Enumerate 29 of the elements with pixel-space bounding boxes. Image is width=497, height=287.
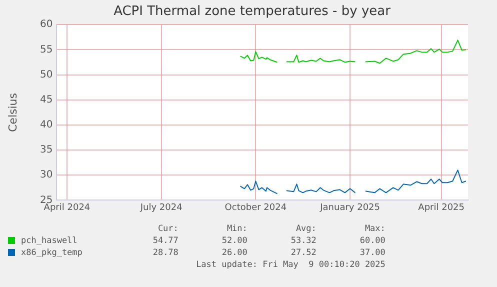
text: 52.00: [220, 235, 248, 247]
text: 54.77: [152, 235, 178, 247]
text: Min:: [226, 223, 248, 235]
y-tick-label: 60: [40, 19, 53, 30]
y-tick-label: 40: [40, 120, 53, 131]
text: Cur:: [156, 223, 178, 235]
y-tick-label: 35: [40, 144, 53, 156]
text: Max:: [364, 223, 386, 235]
text: 27.52: [290, 247, 316, 259]
x-tick-label: April 2025: [418, 202, 465, 213]
legend-label: x86_pkg_temp: [20, 248, 82, 258]
text: 60.00: [358, 235, 386, 247]
y-axis-title: Celsius: [6, 92, 20, 134]
text: Last update: Fri May 9 00:10:20 2025: [195, 259, 386, 271]
chart-title: ACPI Thermal zone temperatures - by year: [114, 4, 392, 20]
text: 28.78: [152, 247, 178, 259]
text: 37.00: [358, 247, 386, 259]
legend-label: pch_haswell: [20, 236, 78, 246]
text: 26.00: [220, 247, 248, 259]
y-tick-label: 55: [40, 44, 53, 56]
text: Avg:: [294, 223, 316, 235]
y-tick-label: 45: [40, 94, 53, 106]
x-tick-label: July 2024: [139, 202, 183, 213]
x-tick-label: January 2025: [319, 202, 380, 213]
y-tick-label: 30: [40, 170, 53, 181]
x-tick-label: April 2024: [44, 202, 90, 213]
text: 53.32: [290, 235, 316, 247]
x-tick-label: October 2024: [224, 202, 287, 213]
y-tick-label: 50: [40, 69, 53, 80]
